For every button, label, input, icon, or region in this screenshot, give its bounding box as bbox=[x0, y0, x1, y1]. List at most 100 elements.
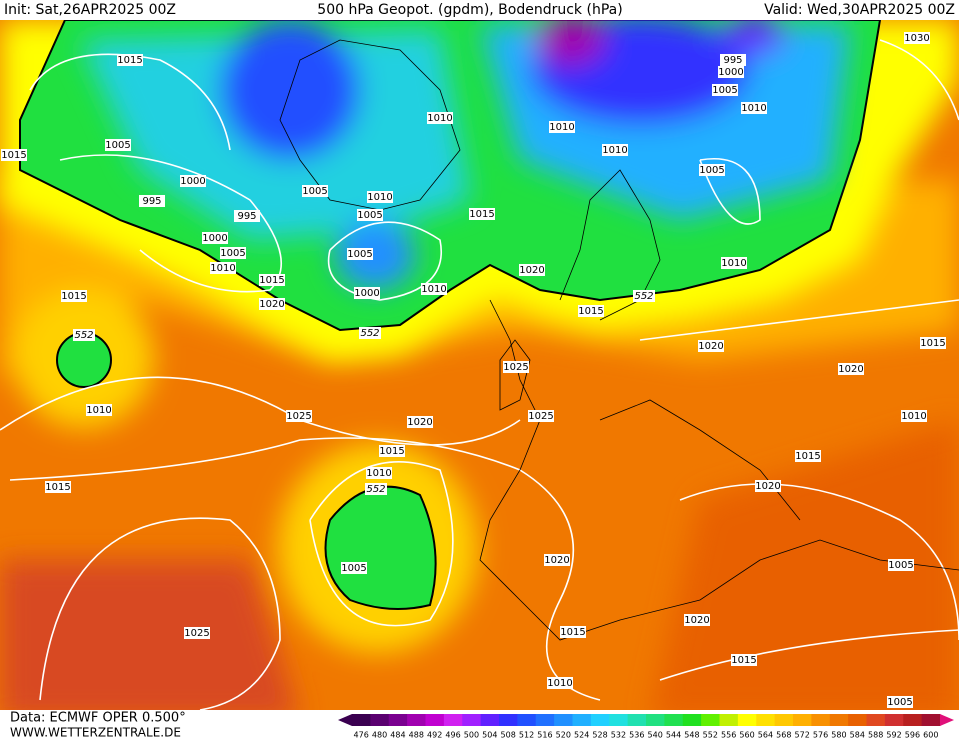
isobar-label: 1010 bbox=[741, 103, 766, 114]
colorbar-swatch bbox=[884, 714, 904, 726]
colorbar-label: 528 bbox=[592, 731, 607, 740]
colorbar-swatch bbox=[407, 714, 426, 726]
isobar-label: 1015 bbox=[578, 306, 603, 317]
isobar-label: 1005 bbox=[888, 560, 913, 571]
colorbar-label: 516 bbox=[537, 731, 552, 740]
isobar-label: 1010 bbox=[549, 122, 574, 133]
colorbar-label: 576 bbox=[813, 731, 828, 740]
colorbar-label: 508 bbox=[501, 731, 516, 740]
colorbar-label: 524 bbox=[574, 731, 589, 740]
label-box bbox=[234, 210, 260, 222]
label-box bbox=[354, 287, 380, 299]
colorbar-swatch bbox=[682, 714, 702, 726]
isobar-label: 1000 bbox=[354, 288, 379, 299]
green-cell bbox=[324, 485, 437, 610]
colorbar-swatch bbox=[866, 714, 886, 726]
label-box bbox=[721, 257, 747, 269]
colorbar-swatch bbox=[517, 714, 537, 726]
isobar-label: 1005 bbox=[699, 165, 724, 176]
isobar-label: 1010 bbox=[427, 113, 452, 124]
isobar-label: 1015 bbox=[45, 482, 70, 493]
label-box bbox=[519, 264, 545, 276]
init-time: Init: Sat,26APR2025 00Z bbox=[4, 2, 176, 18]
colorbar-label: 552 bbox=[703, 731, 718, 740]
label-box bbox=[547, 677, 573, 689]
isobar-label: 1005 bbox=[347, 249, 372, 260]
colorbar-swatch bbox=[572, 714, 592, 726]
colorbar-swatch bbox=[646, 714, 665, 726]
label-box bbox=[731, 654, 757, 666]
isobar-label: 1025 bbox=[184, 628, 209, 639]
label-box bbox=[720, 54, 746, 66]
colorbar-swatch bbox=[664, 714, 684, 726]
label-box bbox=[73, 329, 95, 341]
label-box bbox=[699, 164, 725, 176]
map bbox=[0, 20, 959, 710]
colorbar: 476 480 484 488 492 496 500 504 508 512 516 520 524 5… bbox=[338, 714, 954, 740]
colorbar-swatch bbox=[627, 714, 647, 726]
colorbar-swatch bbox=[443, 714, 463, 726]
label-box bbox=[469, 208, 495, 220]
label-box bbox=[259, 298, 285, 310]
cold-core bbox=[80, 20, 850, 290]
isobar-label: 1015 bbox=[560, 627, 585, 638]
colorbar-label: 600 bbox=[923, 731, 938, 740]
data-source: Data: ECMWF OPER 0.500° bbox=[10, 711, 186, 726]
label-box bbox=[698, 340, 724, 352]
isobar-label: 1010 bbox=[421, 284, 446, 295]
label-box bbox=[259, 274, 285, 286]
isobar-label: 995 bbox=[237, 211, 256, 222]
label-box bbox=[117, 54, 143, 66]
label-box bbox=[920, 337, 946, 349]
label-box bbox=[220, 247, 246, 259]
isobar-label: 1000 bbox=[180, 176, 205, 187]
colorbar-end bbox=[940, 714, 954, 726]
colorbar-label: 484 bbox=[390, 731, 405, 740]
colorbar-label: 476 bbox=[354, 731, 369, 740]
isobar-label: 995 bbox=[723, 55, 742, 66]
colorbar-end bbox=[338, 714, 352, 726]
colorbar-swatch bbox=[774, 714, 794, 726]
label-box bbox=[286, 410, 312, 422]
colorbar-label: 564 bbox=[758, 731, 773, 740]
isobar-label: 1015 bbox=[920, 338, 945, 349]
colorbar-label: 572 bbox=[795, 731, 810, 740]
colorbar-swatch bbox=[554, 714, 573, 726]
label-box bbox=[718, 66, 744, 78]
label-box bbox=[838, 363, 864, 375]
isobar-label: 1010 bbox=[367, 192, 392, 203]
colorbar-swatch bbox=[590, 714, 610, 726]
colorbar-label: 560 bbox=[739, 731, 754, 740]
colorbar-swatch bbox=[719, 714, 739, 726]
isobar-label: 1030 bbox=[904, 33, 929, 44]
isobar-label: 1005 bbox=[712, 85, 737, 96]
label-box bbox=[755, 480, 781, 492]
label-box bbox=[560, 626, 586, 638]
colorbar-label: 568 bbox=[776, 731, 791, 740]
isobar-label: 1010 bbox=[901, 411, 926, 422]
isobar-label: 1020 bbox=[755, 481, 780, 492]
isobar-label: 1010 bbox=[86, 405, 111, 416]
colorbar-label: 488 bbox=[409, 731, 424, 740]
label-box bbox=[61, 290, 87, 302]
label-box bbox=[407, 416, 433, 428]
colorbar-swatch bbox=[370, 714, 390, 726]
isobar-label: 1025 bbox=[286, 411, 311, 422]
isobar-label: 995 bbox=[142, 196, 161, 207]
label-box bbox=[302, 185, 328, 197]
label-box bbox=[341, 562, 367, 574]
isobar-label: 1015 bbox=[117, 55, 142, 66]
isobar-label: 1005 bbox=[105, 140, 130, 151]
label-box bbox=[544, 554, 570, 566]
green-cell bbox=[56, 332, 112, 388]
label-box bbox=[367, 191, 393, 203]
label-box bbox=[202, 232, 228, 244]
geopotential-label: 552 bbox=[366, 484, 385, 495]
label-box bbox=[357, 209, 383, 221]
colorbar-label: 500 bbox=[464, 731, 479, 740]
isobar-label: 1005 bbox=[357, 210, 382, 221]
geopotential-label: 552 bbox=[74, 330, 93, 341]
colorbar-swatch bbox=[811, 714, 831, 726]
colorbar-swatch bbox=[388, 714, 408, 726]
isobar-label: 1015 bbox=[795, 451, 820, 462]
